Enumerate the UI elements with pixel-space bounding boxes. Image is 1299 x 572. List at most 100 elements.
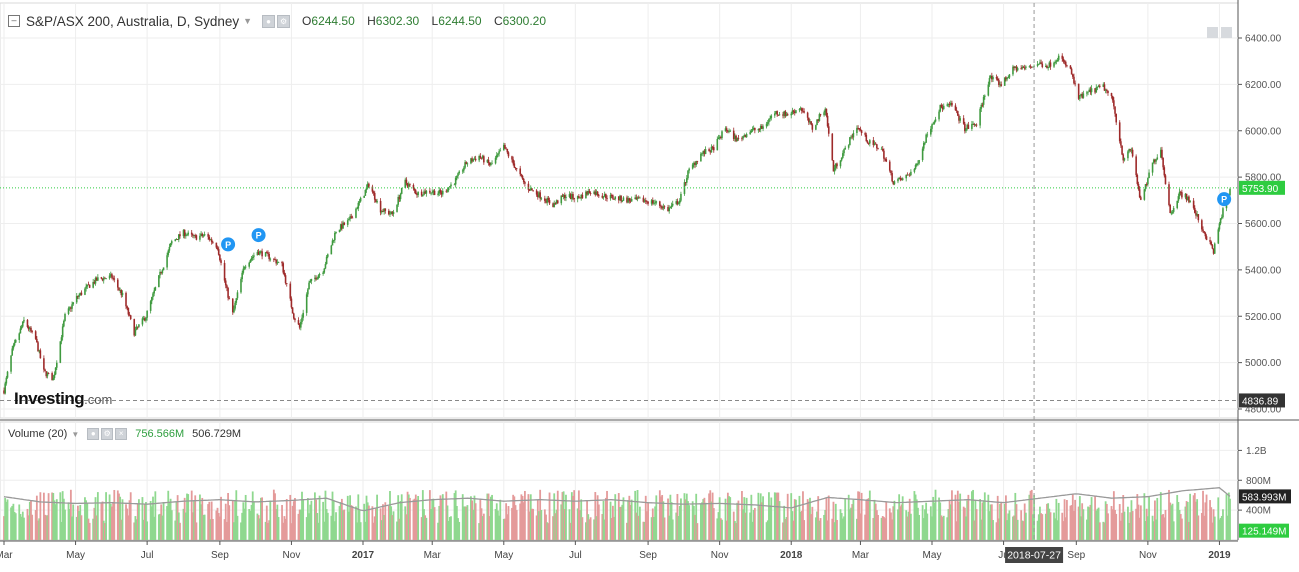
candle[interactable] — [185, 235, 187, 237]
candle[interactable] — [704, 149, 707, 155]
candle[interactable] — [560, 195, 563, 204]
volume-bar[interactable] — [744, 512, 747, 540]
volume-bar[interactable] — [186, 493, 188, 540]
volume-bar[interactable] — [613, 516, 615, 540]
volume-bar[interactable] — [373, 516, 376, 540]
volume-bar[interactable] — [646, 511, 648, 540]
candle[interactable] — [136, 326, 139, 328]
candle[interactable] — [217, 249, 220, 255]
volume-bar[interactable] — [285, 499, 288, 540]
candle[interactable] — [850, 136, 852, 138]
volume-bar[interactable] — [594, 492, 597, 540]
candle[interactable] — [910, 171, 912, 176]
volume-bar[interactable] — [233, 522, 235, 540]
volume-bar[interactable] — [826, 520, 829, 540]
candle[interactable] — [300, 322, 302, 328]
candle[interactable] — [70, 307, 72, 309]
candle[interactable] — [742, 135, 744, 139]
volume-bar[interactable] — [292, 501, 295, 540]
volume-bar[interactable] — [637, 515, 640, 540]
volume-bar[interactable] — [883, 516, 885, 540]
volume-bar[interactable] — [405, 514, 408, 540]
candle[interactable] — [268, 253, 270, 260]
volume-bar[interactable] — [1089, 504, 1092, 540]
candle[interactable] — [1222, 208, 1224, 218]
candle[interactable] — [29, 327, 31, 330]
volume-bar[interactable] — [1102, 521, 1105, 540]
candle[interactable] — [544, 198, 546, 201]
volume-bar[interactable] — [44, 514, 46, 540]
volume-bar[interactable] — [38, 518, 41, 540]
candle[interactable] — [1063, 61, 1066, 63]
volume-bar[interactable] — [524, 490, 526, 540]
volume-bar[interactable] — [933, 502, 936, 540]
candle[interactable] — [1196, 214, 1198, 216]
candle[interactable] — [1036, 64, 1039, 67]
volume-bar[interactable] — [983, 492, 986, 540]
candle[interactable] — [1097, 85, 1100, 87]
candle[interactable] — [1113, 100, 1115, 107]
candle[interactable] — [101, 278, 104, 281]
candle[interactable] — [639, 197, 641, 199]
candle[interactable] — [867, 143, 870, 144]
candle[interactable] — [513, 163, 516, 168]
candle[interactable] — [711, 146, 714, 148]
volume-bar[interactable] — [220, 496, 222, 540]
volume-bar[interactable] — [843, 516, 845, 540]
candle[interactable] — [1077, 83, 1080, 99]
volume-bar[interactable] — [1171, 503, 1174, 540]
candle[interactable] — [617, 196, 620, 201]
candle[interactable] — [758, 128, 761, 130]
candle[interactable] — [762, 126, 764, 129]
candle[interactable] — [613, 198, 615, 200]
volume-bar[interactable] — [653, 516, 655, 540]
candle[interactable] — [210, 239, 213, 242]
volume-bar[interactable] — [203, 514, 206, 540]
candle[interactable] — [1195, 212, 1197, 216]
volume-bar[interactable] — [1196, 499, 1199, 540]
volume-bar[interactable] — [47, 493, 50, 540]
volume-bar[interactable] — [569, 522, 572, 540]
candle[interactable] — [430, 192, 432, 194]
candle[interactable] — [1012, 66, 1014, 75]
volume-bar[interactable] — [1085, 519, 1088, 540]
candle[interactable] — [1055, 61, 1058, 63]
volume-bar[interactable] — [35, 495, 38, 540]
candle[interactable] — [384, 208, 387, 211]
volume-bar[interactable] — [970, 491, 973, 540]
volume-bar[interactable] — [169, 498, 172, 540]
candle[interactable] — [874, 143, 877, 145]
candle[interactable] — [447, 187, 450, 191]
volume-bar[interactable] — [726, 492, 729, 540]
volume-bar[interactable] — [1066, 500, 1068, 540]
volume-bar[interactable] — [462, 506, 465, 540]
candle[interactable] — [283, 272, 286, 276]
candle[interactable] — [1094, 88, 1096, 93]
candle[interactable] — [260, 251, 262, 253]
candle[interactable] — [19, 328, 22, 334]
volume-bar[interactable] — [989, 504, 992, 540]
volume-bar[interactable] — [913, 491, 916, 540]
volume-bar[interactable] — [289, 494, 292, 540]
volume-bar[interactable] — [323, 521, 326, 540]
candle[interactable] — [244, 266, 247, 268]
candle[interactable] — [907, 174, 910, 176]
volume-bar[interactable] — [1210, 507, 1213, 540]
volume-bar[interactable] — [718, 497, 721, 540]
volume-bar[interactable] — [1007, 513, 1010, 540]
volume-bar[interactable] — [317, 522, 320, 540]
volume-bar[interactable] — [973, 520, 976, 540]
candle[interactable] — [243, 267, 246, 269]
candle[interactable] — [1037, 64, 1040, 65]
candle[interactable] — [366, 183, 369, 188]
candle[interactable] — [348, 219, 350, 221]
candle[interactable] — [1056, 59, 1059, 62]
volume-bar[interactable] — [54, 504, 57, 540]
candle[interactable] — [1168, 184, 1170, 205]
volume-bar[interactable] — [651, 508, 654, 540]
volume-bar[interactable] — [234, 499, 237, 540]
volume-bar[interactable] — [359, 522, 362, 540]
volume-bar[interactable] — [183, 497, 186, 540]
volume-bar[interactable] — [1105, 503, 1108, 540]
candle[interactable] — [227, 287, 229, 298]
